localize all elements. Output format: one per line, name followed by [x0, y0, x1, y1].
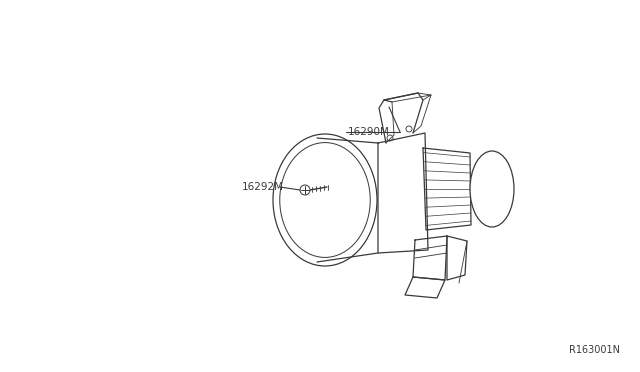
Ellipse shape — [470, 151, 514, 227]
Ellipse shape — [273, 134, 377, 266]
Text: 16290M: 16290M — [348, 127, 390, 137]
Text: R163001N: R163001N — [569, 345, 620, 355]
Text: 16292M: 16292M — [242, 182, 284, 192]
Ellipse shape — [300, 185, 310, 195]
